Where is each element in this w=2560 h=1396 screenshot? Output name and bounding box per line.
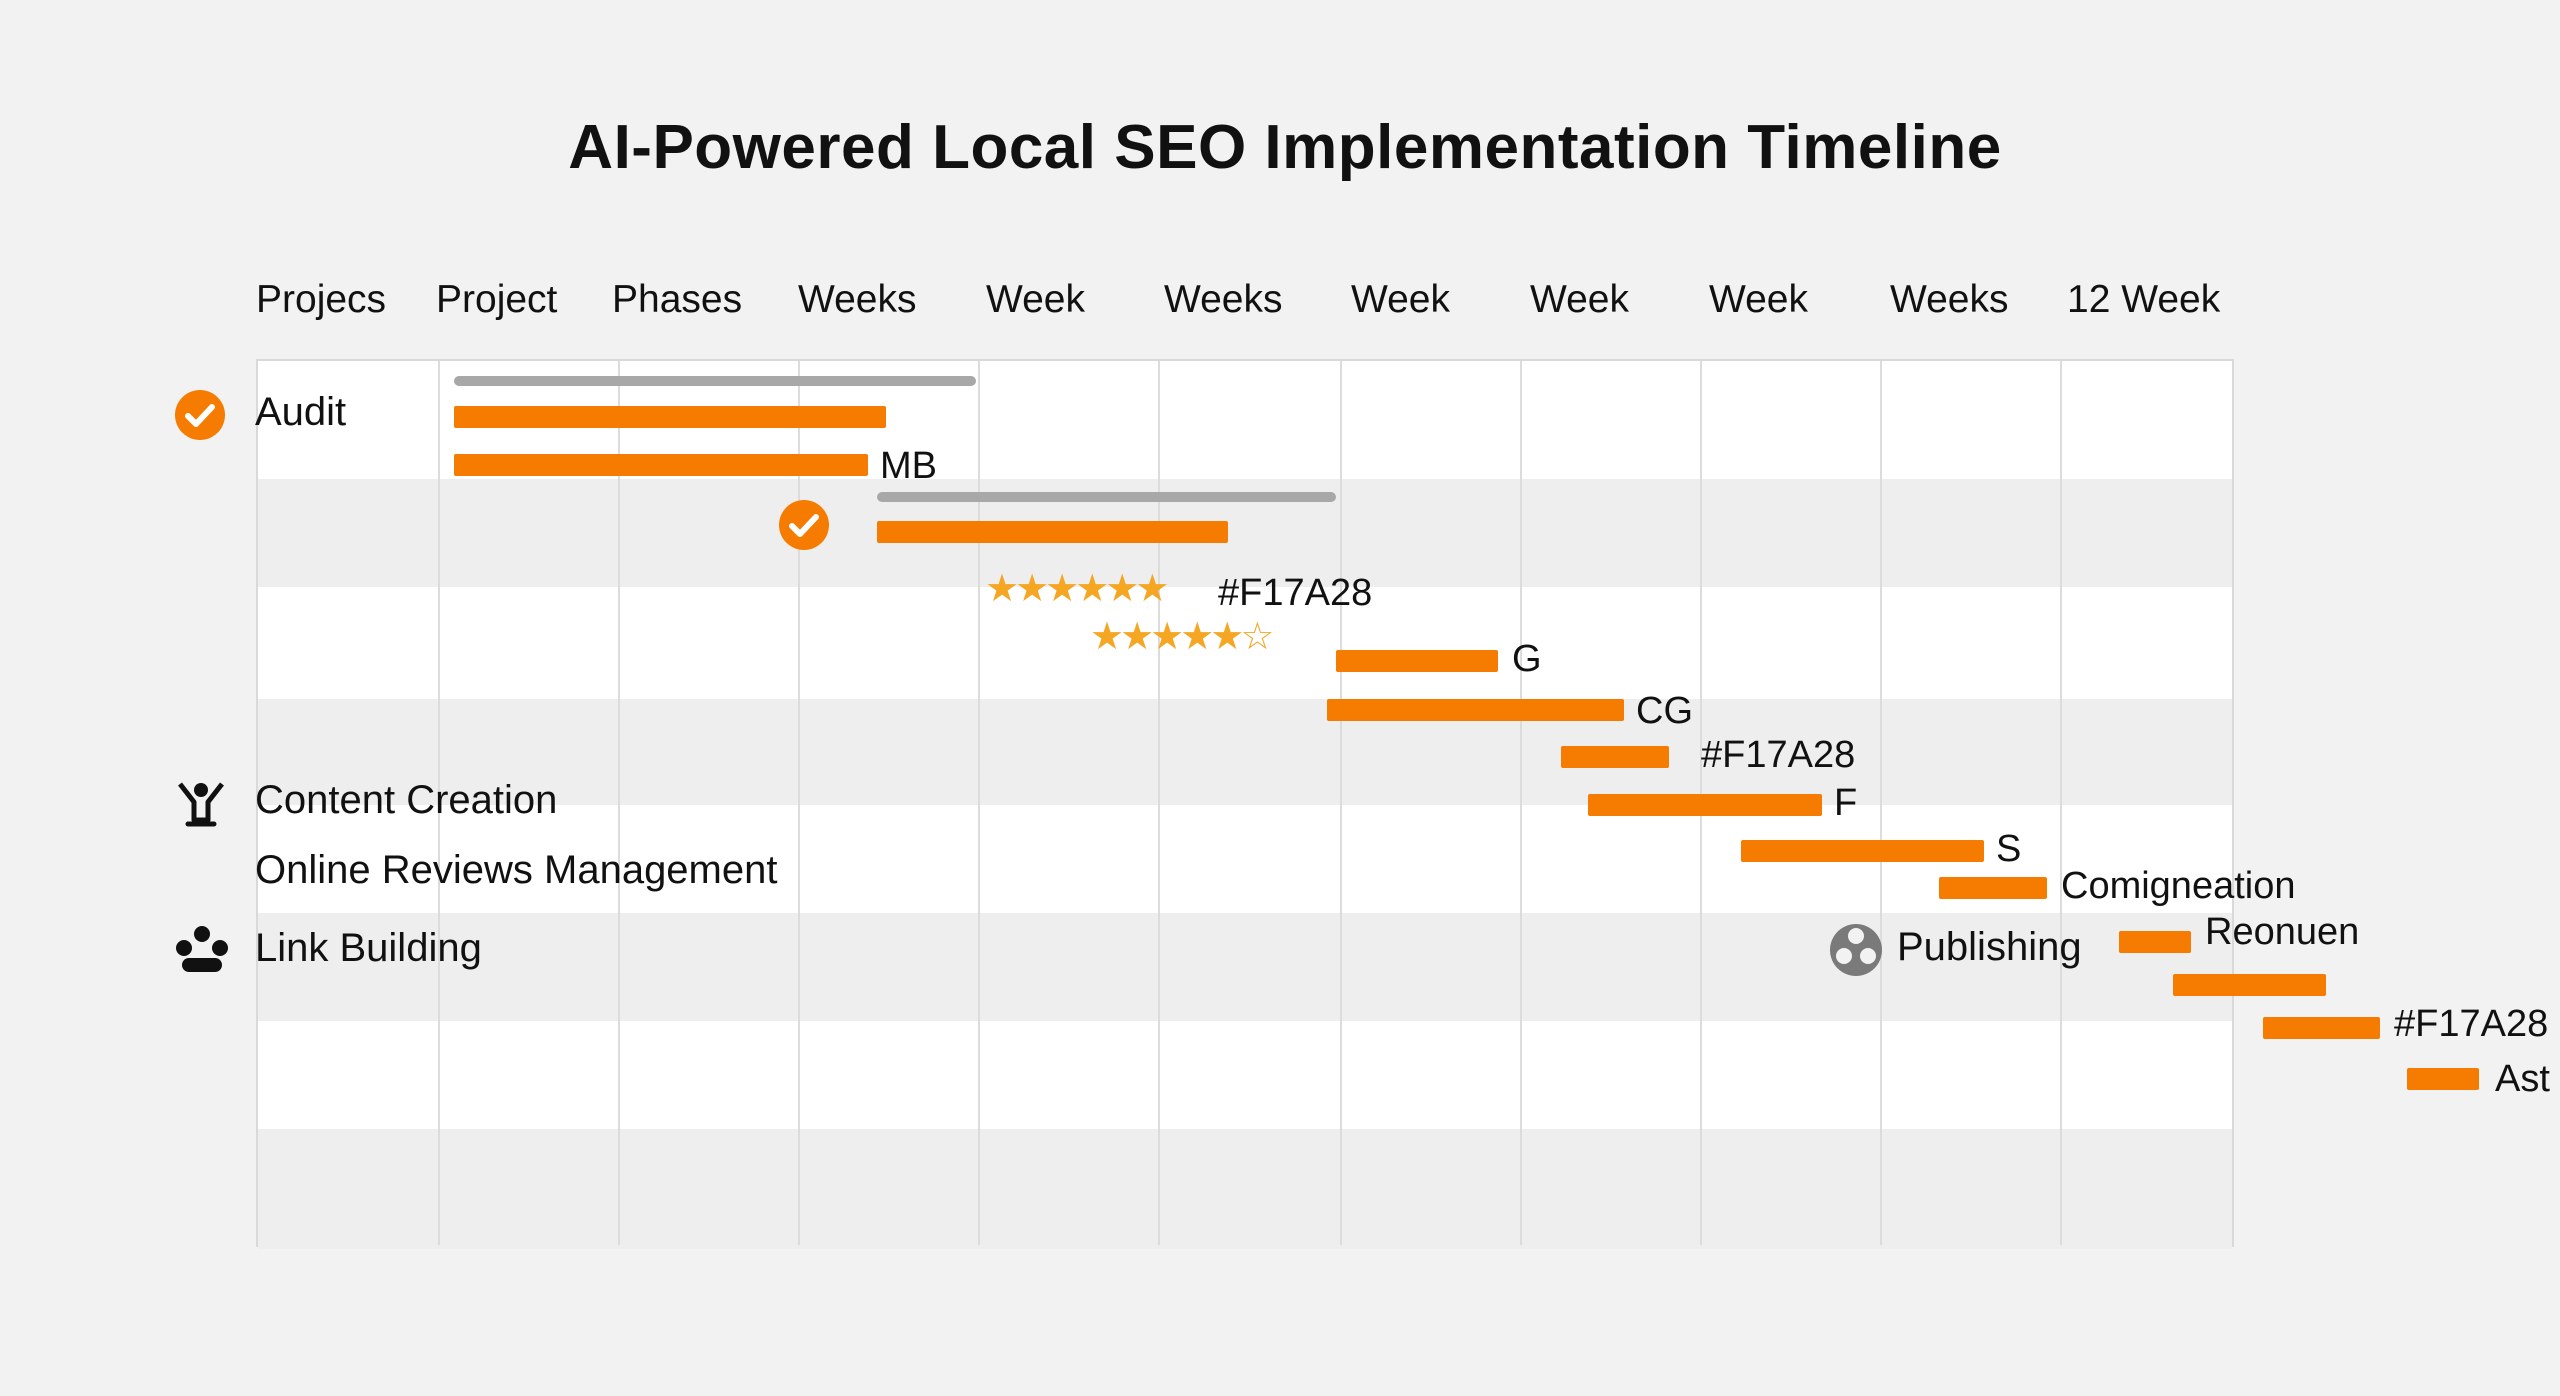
- grid-line: [618, 361, 620, 1245]
- bar-label: MB: [880, 445, 937, 487]
- row-band: [258, 587, 2232, 699]
- bar-label: #F17A28: [1701, 734, 1856, 776]
- column-header: Phases: [612, 278, 743, 321]
- bar-label: Comigneation: [2061, 865, 2296, 907]
- task-bar: [1327, 699, 1624, 721]
- column-header: Week: [1709, 278, 1808, 321]
- task-bar: [2119, 931, 2191, 953]
- task-bar: [1741, 840, 1984, 862]
- task-label: Online Reviews Management: [255, 848, 778, 892]
- column-header: Weeks: [1890, 278, 2009, 321]
- grey-users-circle-icon: [1830, 924, 1882, 976]
- summary-bar: [877, 492, 1336, 502]
- row-band: [258, 1021, 2232, 1129]
- chart-title: AI-Powered Local SEO Implementation Time…: [568, 113, 2002, 182]
- grid-line: [1158, 361, 1160, 1245]
- grid-line: [1520, 361, 1522, 1245]
- task-label: Content Creation: [255, 778, 558, 822]
- grid-line: [798, 361, 800, 1245]
- bar-label: S: [1996, 828, 2022, 870]
- check-circle-icon: [175, 390, 225, 440]
- row-band: [258, 913, 2232, 1021]
- grid-line: [1880, 361, 1882, 1245]
- task-bar: [2173, 974, 2326, 996]
- bar-label: Reonuen: [2205, 911, 2360, 953]
- task-bar: [2407, 1068, 2479, 1090]
- task-label: Link Building: [255, 926, 482, 970]
- milestone-check-icon: [779, 500, 829, 550]
- row-band: [258, 699, 2232, 805]
- task-bar: [454, 406, 886, 428]
- column-header: Week: [1351, 278, 1450, 321]
- row-band: [258, 1129, 2232, 1249]
- task-bar: [877, 521, 1228, 543]
- rating-stars: ★★★★★★: [985, 568, 1169, 610]
- people-group-icon: [176, 926, 228, 972]
- task-bar: [1939, 877, 2047, 899]
- publishing-label: Publishing: [1897, 925, 2082, 969]
- grid-line: [978, 361, 980, 1245]
- rating-label: #F17A28: [1218, 572, 1373, 614]
- column-header: 12 Week: [2067, 278, 2221, 321]
- task-bar: [1588, 794, 1822, 816]
- column-header: Weeks: [1164, 278, 1283, 321]
- grid-line: [1340, 361, 1342, 1245]
- bar-label: F: [1834, 782, 1858, 824]
- bar-label: #F17A28: [2394, 1003, 2549, 1045]
- summary-bar: [454, 376, 976, 386]
- task-bar: [454, 454, 868, 476]
- column-header: Weeks: [798, 278, 917, 321]
- task-bar: [1561, 746, 1669, 768]
- column-header: Week: [1530, 278, 1629, 321]
- grid-line: [2060, 361, 2062, 1245]
- column-header: Project: [436, 278, 558, 321]
- bar-label: Ast: [2495, 1058, 2550, 1100]
- column-header: Week: [986, 278, 1085, 321]
- person-raising-arms-icon: [178, 782, 224, 827]
- grid-line: [438, 361, 440, 1245]
- timeline-grid: [256, 359, 2234, 1249]
- rating-stars: ★★★★★☆: [1090, 616, 1274, 658]
- bar-label: CG: [1636, 690, 1693, 732]
- column-header: Projecs: [256, 278, 387, 321]
- task-label: Audit: [255, 390, 347, 434]
- task-bar: [1336, 650, 1498, 672]
- bar-label: G: [1512, 638, 1542, 680]
- task-bar: [2263, 1017, 2380, 1039]
